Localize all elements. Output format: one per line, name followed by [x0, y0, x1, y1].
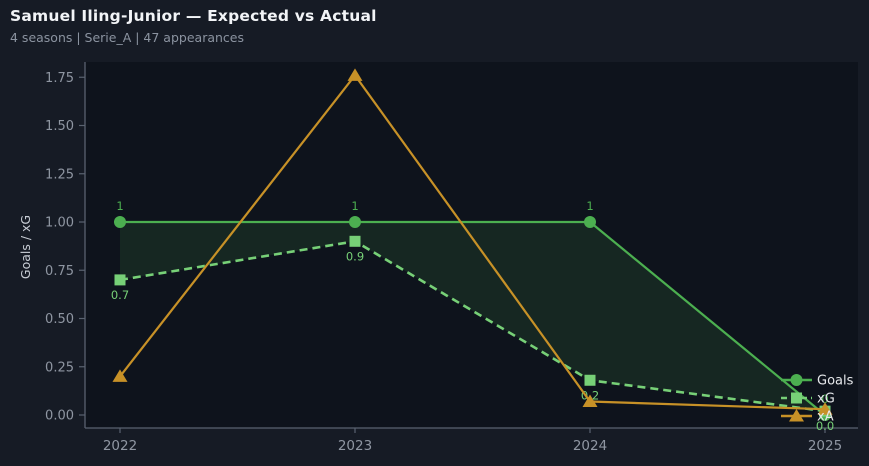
xg-marker	[584, 374, 596, 386]
x-axis-tick-label: 2025	[808, 438, 842, 454]
legend-item-xg: xG	[781, 392, 835, 407]
y-axis-tick-label: 1.25	[45, 167, 74, 182]
goals-marker	[349, 216, 361, 228]
plot-area	[85, 62, 858, 428]
y-axis-tick-label: 0.00	[45, 409, 74, 424]
goals-point-label: 1	[586, 199, 593, 213]
legend-label: xA	[817, 410, 834, 425]
goals-point-label: 0	[821, 392, 828, 406]
y-axis-tick-label: 0.25	[45, 360, 74, 375]
goals-line	[120, 220, 826, 416]
y-axis-tick-label: 0.50	[45, 312, 74, 327]
legend-item-xa: xA	[781, 409, 834, 425]
xa-marker	[112, 369, 128, 382]
page-subtitle: 4 seasons | Serie_A | 47 appearances	[10, 30, 244, 45]
xg-point-label: 0.7	[111, 288, 129, 302]
x-axis-tick-label: 2022	[103, 438, 137, 454]
y-axis-tick-label: 1.00	[45, 216, 74, 231]
xg-point-label: 0.9	[346, 249, 364, 263]
xg-point-label: 0.0	[816, 419, 834, 433]
goals-point-label: 1	[351, 199, 358, 213]
legend-label: Goals	[817, 374, 854, 389]
legend-triangle-marker-icon	[789, 409, 804, 422]
x-axis-tick-label: 2023	[338, 438, 372, 454]
x-axis-tick-label: 2024	[573, 438, 607, 454]
goals-marker	[114, 216, 126, 228]
xa-line	[119, 73, 826, 411]
xa-marker	[347, 68, 363, 81]
goals-point-label: 1	[116, 199, 123, 213]
y-axis-tick-label: 1.75	[45, 71, 74, 86]
xg-marker	[114, 274, 126, 286]
goals-marker	[584, 216, 596, 228]
xg-line	[119, 239, 826, 413]
chart-header: Samuel Iling-Junior — Expected vs Actual…	[10, 7, 377, 45]
legend-circle-marker-icon	[790, 374, 803, 386]
y-axis-label: Goals / xG	[18, 215, 33, 279]
series-xa	[112, 68, 833, 415]
xa-marker	[582, 394, 598, 407]
legend-item-goals: Goals	[781, 374, 854, 389]
page-title: Samuel Iling-Junior — Expected vs Actual	[10, 7, 377, 25]
xg-marker	[349, 235, 361, 247]
xa-marker	[817, 402, 833, 415]
y-axis-tick-label: 0.75	[45, 264, 74, 279]
y-axis-tick-label: 1.50	[45, 119, 74, 134]
legend-label: xG	[817, 392, 835, 407]
legend-square-marker-icon	[791, 392, 802, 404]
